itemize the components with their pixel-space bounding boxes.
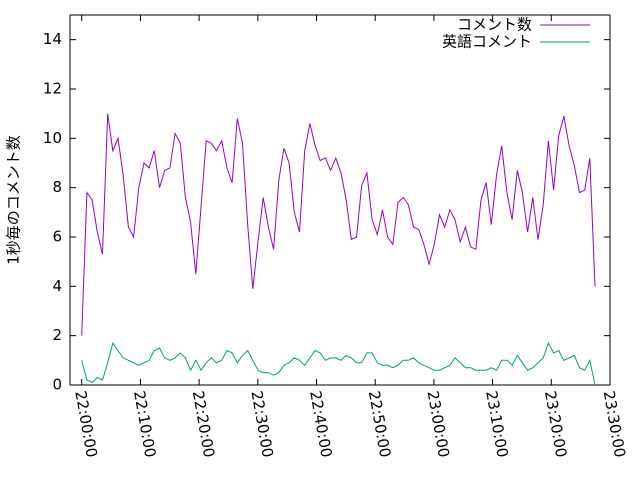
plot-frame xyxy=(69,14,611,386)
y-tick-label: 0 xyxy=(52,376,62,394)
series-line xyxy=(81,341,596,386)
y-tick-label: 6 xyxy=(52,228,62,246)
y-tick-label: 2 xyxy=(52,326,62,344)
x-tick-label: 23:10:00 xyxy=(482,389,511,458)
legend-label: コメント数 xyxy=(457,16,532,34)
x-tick-label: 22:10:00 xyxy=(130,389,159,458)
x-tick-label: 22:40:00 xyxy=(306,389,335,458)
x-tick-label: 23:30:00 xyxy=(600,389,629,458)
y-tick-label: 4 xyxy=(52,277,62,295)
y-axis-label: 1秒毎のコメント数 xyxy=(5,135,23,265)
y-tick-label: 8 xyxy=(52,178,62,196)
legend-label: 英語コメント xyxy=(442,33,532,51)
series-line xyxy=(81,113,596,336)
x-tick-label: 22:30:00 xyxy=(247,389,276,458)
y-tick-label: 12 xyxy=(43,80,62,98)
y-tick-label: 10 xyxy=(43,129,62,147)
y-tick-label: 14 xyxy=(43,30,62,48)
x-tick-label: 23:00:00 xyxy=(424,389,453,458)
x-tick-label: 22:20:00 xyxy=(189,389,218,458)
x-tick-label: 22:50:00 xyxy=(365,389,394,458)
x-tick-label: 22:00:00 xyxy=(71,389,100,458)
x-tick-label: 23:20:00 xyxy=(541,389,570,458)
